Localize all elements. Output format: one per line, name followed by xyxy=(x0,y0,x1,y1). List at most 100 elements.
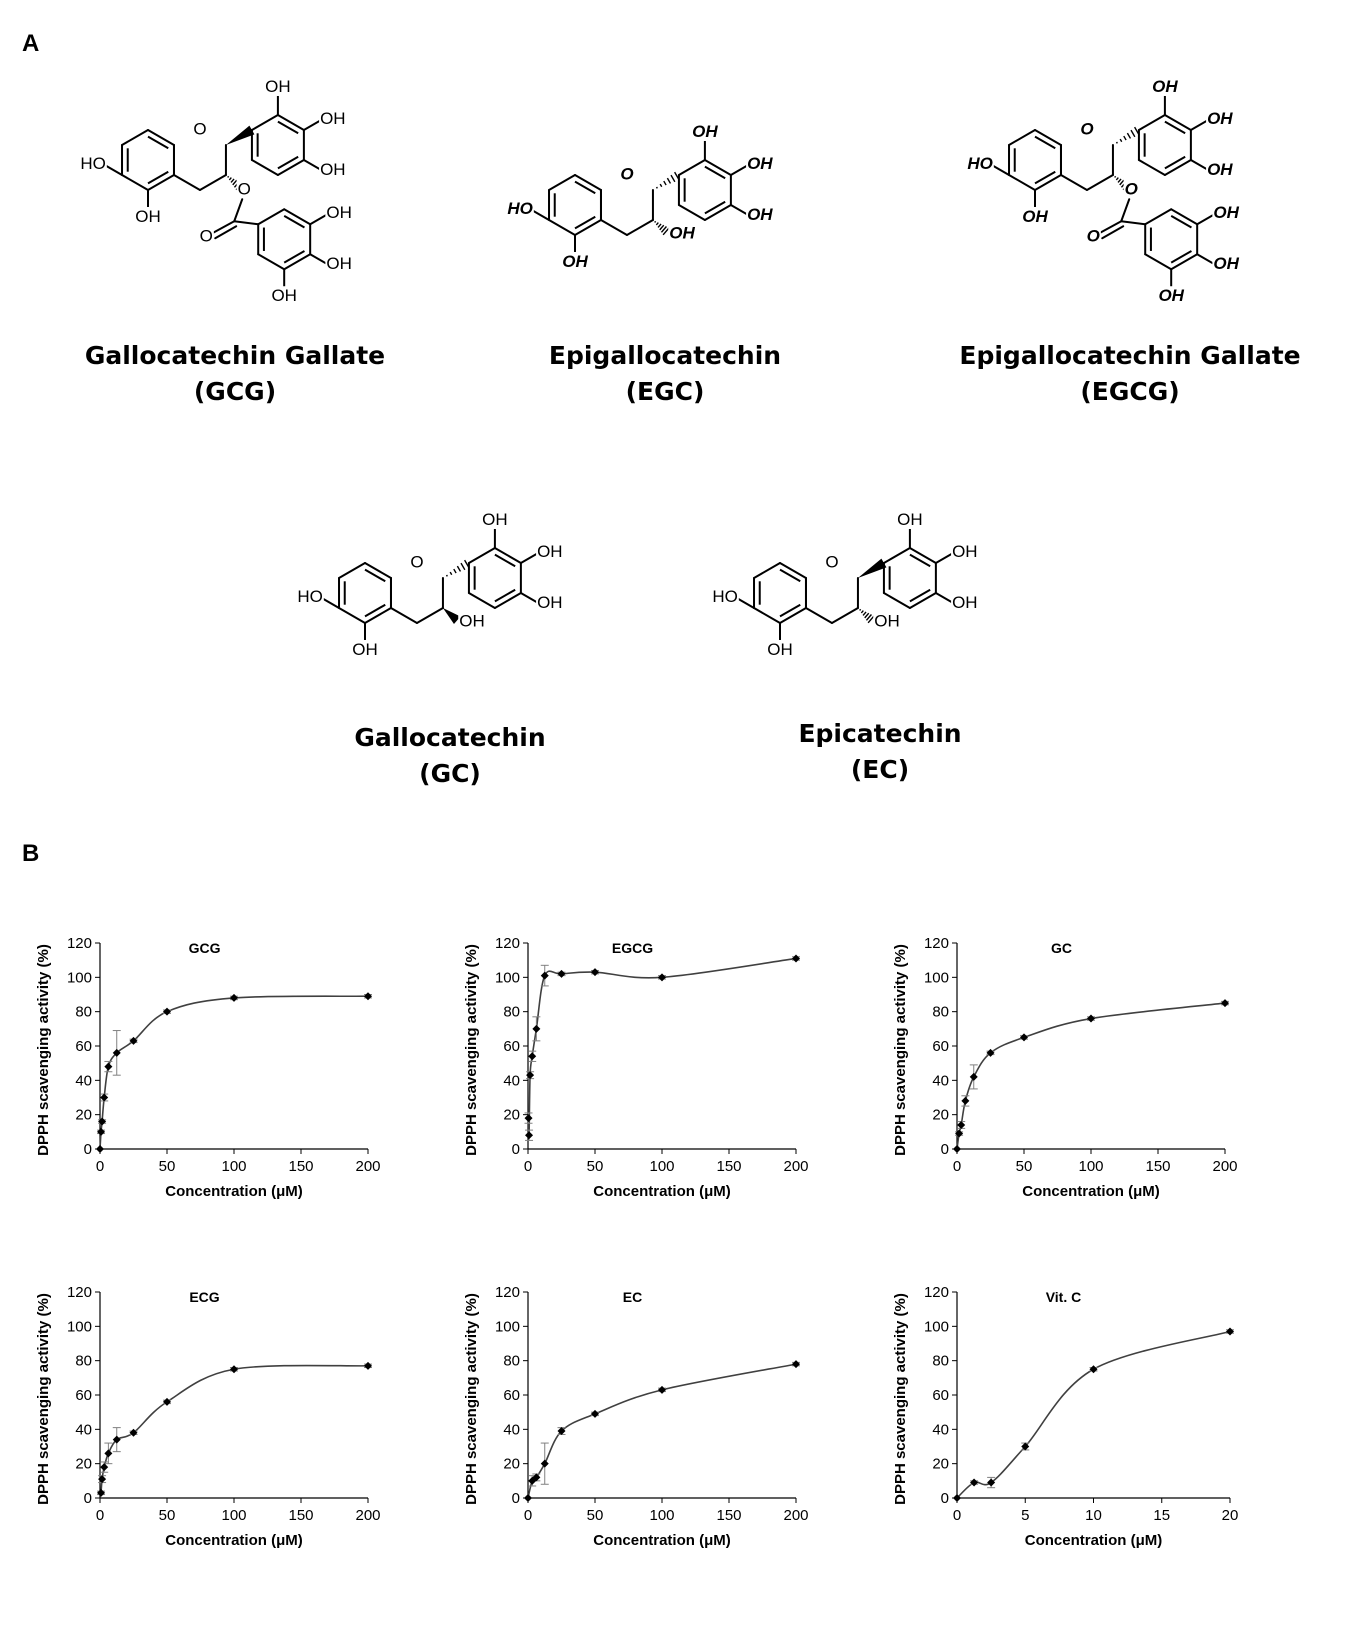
y-tick-label: 60 xyxy=(75,1038,92,1055)
bond-line xyxy=(1120,220,1147,226)
wedge-bond xyxy=(857,558,887,578)
data-point xyxy=(100,1463,109,1472)
hash-bond-line xyxy=(662,227,670,236)
data-point xyxy=(364,992,372,1001)
panel-label-a: A xyxy=(22,30,40,57)
atom-label-bg xyxy=(506,198,534,218)
bond-line xyxy=(276,114,305,131)
atom-label: OH xyxy=(459,612,485,631)
data-point xyxy=(525,1131,534,1140)
compound-name: Epigallocatechin Gallate xyxy=(959,341,1301,370)
bond-line xyxy=(703,159,732,176)
bond-line xyxy=(250,159,279,176)
series-line xyxy=(99,995,369,1150)
atom-label: OH xyxy=(352,640,378,659)
bond-line xyxy=(364,607,392,624)
compound-caption-egcg: Epigallocatechin Gallate (EGCG) xyxy=(930,338,1330,410)
y-tick-label: 100 xyxy=(495,1318,520,1335)
bond-line xyxy=(1144,208,1173,226)
bond-line xyxy=(753,607,781,624)
atom-label: OH xyxy=(135,207,161,226)
y-axis-title: DPPH scavenging activity (%) xyxy=(463,1293,480,1505)
y-tick-label: 120 xyxy=(495,1284,520,1301)
x-tick-label: 200 xyxy=(1212,1158,1237,1175)
x-tick-label: 200 xyxy=(355,1507,380,1524)
bond-line xyxy=(1008,174,1036,191)
bond-line xyxy=(302,118,324,131)
bond-line xyxy=(467,592,496,609)
compound-abbr: (GC) xyxy=(419,759,481,788)
atom-label-bg xyxy=(824,552,840,572)
bond-line xyxy=(1098,220,1123,235)
bond-line xyxy=(309,212,330,226)
y-tick-label: 40 xyxy=(503,1421,520,1438)
x-tick-label: 0 xyxy=(524,1158,532,1175)
compound-caption-ec: Epicatechin (EC) xyxy=(770,716,990,788)
compound-name: Epigallocatechin xyxy=(548,341,782,370)
bond-line xyxy=(214,225,238,240)
data-point xyxy=(104,1062,113,1071)
data-point xyxy=(961,1096,970,1105)
y-tick-label: 80 xyxy=(503,1004,520,1021)
bond-line xyxy=(908,592,937,609)
chart-title: EGCG xyxy=(612,940,653,956)
atom-label-bg xyxy=(873,611,901,631)
y-tick-label: 40 xyxy=(75,1072,92,1089)
hash-bond-line xyxy=(659,224,665,231)
y-tick-label: 80 xyxy=(75,1353,92,1370)
atom-label-bg xyxy=(134,206,162,226)
bond-line xyxy=(1034,129,1062,146)
atom-label-bg xyxy=(1157,286,1186,306)
y-tick-label: 120 xyxy=(67,935,92,952)
bond-line xyxy=(1189,159,1211,172)
atom-label: OH xyxy=(482,510,508,529)
data-point xyxy=(557,1427,566,1436)
hash-bond-line xyxy=(1119,179,1125,186)
atom-label: OH xyxy=(326,203,352,222)
x-axis-title: Concentration (μM) xyxy=(1022,1183,1160,1200)
bond-line xyxy=(882,547,911,564)
atom-label-bg xyxy=(668,223,697,243)
bond-line xyxy=(493,547,522,564)
data-point xyxy=(1226,1327,1234,1336)
data-point xyxy=(230,1365,238,1374)
hash-bond-line xyxy=(1115,141,1118,144)
bond-line xyxy=(1196,212,1217,226)
data-point xyxy=(557,969,566,978)
wedge-bond xyxy=(442,608,461,625)
atom-label-bg xyxy=(1123,179,1139,199)
atom-label: OH xyxy=(537,593,563,612)
atom-label: OH xyxy=(897,510,923,529)
x-tick-label: 150 xyxy=(716,1507,741,1524)
hash-bond-line xyxy=(670,174,676,183)
double-bond-line xyxy=(364,568,386,583)
bond-line xyxy=(1144,253,1173,271)
y-tick-label: 0 xyxy=(84,1490,92,1507)
chart-3: 0 20 40 60 80 100 120 0 50 100 150 200 Concentration… xyxy=(35,1284,381,1549)
atom-label-bg xyxy=(746,204,775,224)
data-point xyxy=(100,1093,109,1102)
bond-line xyxy=(934,551,956,564)
compound-abbr: (EGCG) xyxy=(1080,377,1180,406)
chart-title: ECG xyxy=(189,1289,219,1305)
bond-line xyxy=(257,208,286,226)
data-point xyxy=(98,1117,107,1126)
atom-label-bg xyxy=(951,592,979,612)
atom-label-bg xyxy=(409,552,425,572)
x-tick-label: 15 xyxy=(1153,1507,1170,1524)
data-point xyxy=(540,971,549,980)
bond-line xyxy=(1137,159,1166,176)
hash-bond-line xyxy=(1134,126,1140,136)
atom-label: OH xyxy=(320,160,346,179)
chart-4: 0 20 40 60 80 100 120 0 50 100 150 200 Concentration… xyxy=(463,1284,809,1549)
atom-label: OH xyxy=(767,640,793,659)
atom-label: OH xyxy=(537,542,563,561)
bond-line xyxy=(779,562,807,579)
atom-label: OH xyxy=(952,593,978,612)
hash-bond-line xyxy=(862,611,867,616)
atom-label: O xyxy=(825,552,838,571)
bond-line xyxy=(257,253,286,271)
bond-line xyxy=(574,174,602,191)
hash-bond-line xyxy=(1130,129,1136,138)
